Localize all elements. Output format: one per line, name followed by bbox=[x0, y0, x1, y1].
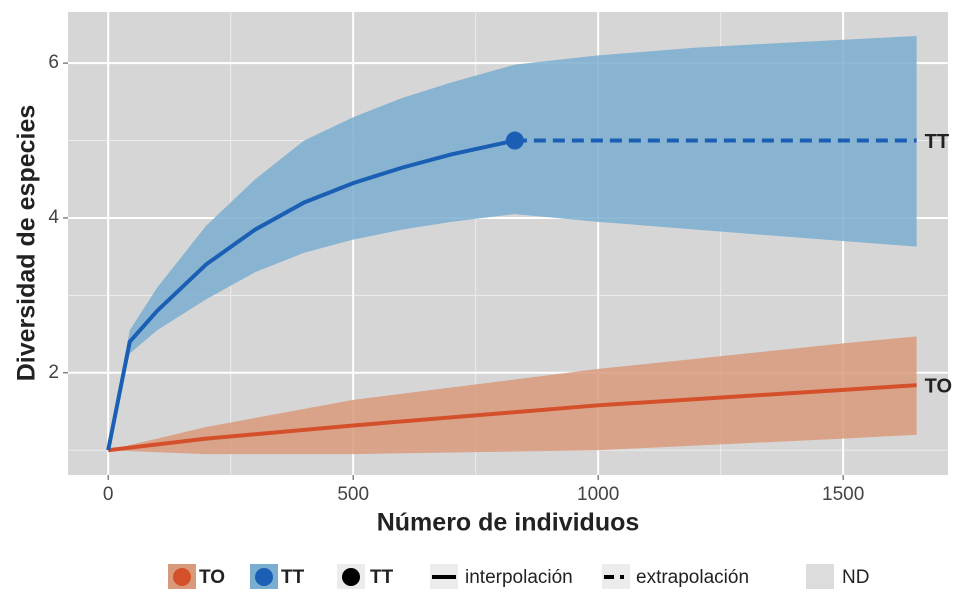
legend-label: ND bbox=[842, 567, 869, 588]
series-end-label: TO bbox=[925, 375, 952, 397]
legend-swatch-point bbox=[342, 568, 360, 586]
series-end-label: TT bbox=[925, 131, 949, 153]
y-tick-label: 2 bbox=[48, 362, 59, 383]
observed-point bbox=[505, 131, 524, 150]
x-tick-label: 500 bbox=[337, 484, 369, 505]
x-tick-label: 1000 bbox=[577, 484, 619, 505]
y-axis-title: Diversidad de especies bbox=[13, 105, 41, 382]
y-tick-label: 6 bbox=[48, 52, 59, 73]
legend-label: TT bbox=[370, 567, 394, 588]
interpolation-line bbox=[106, 138, 516, 451]
legend-swatch-point bbox=[173, 568, 191, 586]
interpolation-line bbox=[107, 383, 917, 453]
legend-label: TO bbox=[199, 567, 225, 588]
x-axis-title: Número de individuos bbox=[377, 509, 640, 537]
confidence-band bbox=[108, 336, 917, 455]
legend-label: extrapolación bbox=[636, 567, 749, 588]
x-tick-label: 1500 bbox=[822, 484, 864, 505]
legend-swatch bbox=[806, 564, 834, 590]
x-tick-label: 0 bbox=[103, 484, 114, 505]
legend-label: interpolación bbox=[465, 567, 573, 588]
y-tick-label: 4 bbox=[48, 207, 59, 228]
legend-swatch-point bbox=[255, 568, 273, 586]
legend-label: TT bbox=[281, 567, 305, 588]
